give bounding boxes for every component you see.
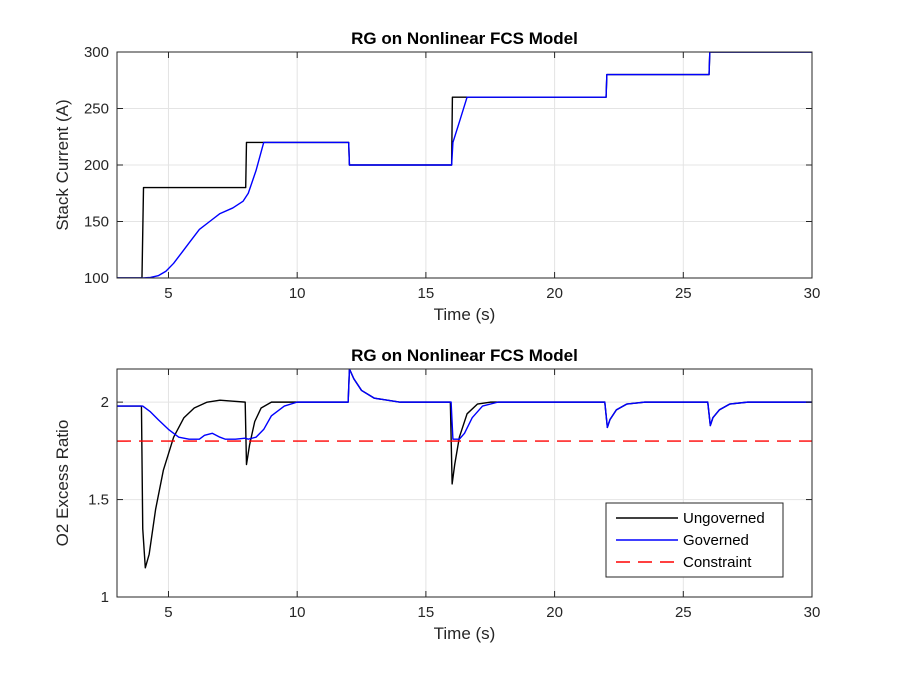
x-tick-label: 25 bbox=[675, 604, 692, 621]
x-tick-label: 15 bbox=[418, 604, 435, 621]
x-tick-label: 20 bbox=[546, 604, 563, 621]
chart-title: RG on Nonlinear FCS Model bbox=[351, 346, 578, 365]
y-axis-label: Stack Current (A) bbox=[53, 99, 72, 230]
legend: Ungoverned Governed Constraint bbox=[605, 502, 784, 578]
x-tick-label: 5 bbox=[164, 604, 172, 621]
y-tick-label: 300 bbox=[84, 44, 109, 61]
x-tick-label: 10 bbox=[289, 604, 306, 621]
y-tick-label: 2 bbox=[101, 394, 109, 411]
x-axis-label: Time (s) bbox=[434, 624, 496, 643]
chart-title: RG on Nonlinear FCS Model bbox=[351, 29, 578, 48]
legend-label-constraint: Constraint bbox=[683, 554, 752, 571]
tick-labels: 5 10 15 20 25 30 100 150 200 250 300 bbox=[84, 44, 820, 302]
x-tick-label: 30 bbox=[804, 604, 821, 621]
x-axis-label: Time (s) bbox=[434, 305, 496, 324]
y-tick-label: 250 bbox=[84, 101, 109, 118]
series-group bbox=[117, 369, 812, 569]
x-tick-label: 15 bbox=[418, 285, 435, 302]
series-group bbox=[117, 52, 812, 278]
y-axis-label: O2 Excess Ratio bbox=[53, 420, 72, 547]
legend-label-governed: Governed bbox=[683, 532, 749, 549]
tick-labels: 5 10 15 20 25 30 1 1.5 2 bbox=[88, 369, 820, 621]
series-line-governed bbox=[117, 369, 812, 440]
chart-bottom-o2-ratio: 5 10 15 20 25 30 1 1.5 2 RG on Nonlinear FCS Mod… bbox=[53, 346, 820, 643]
y-tick-label: 1.5 bbox=[88, 492, 109, 509]
y-tick-label: 150 bbox=[84, 214, 109, 231]
x-tick-label: 30 bbox=[804, 285, 821, 302]
x-tick-label: 10 bbox=[289, 285, 306, 302]
y-tick-label: 200 bbox=[84, 157, 109, 174]
x-tick-label: 20 bbox=[546, 285, 563, 302]
chart-top-stack-current: 5 10 15 20 25 30 100 150 200 250 300 RG on Nonline… bbox=[53, 29, 820, 324]
y-tick-label: 1 bbox=[101, 589, 109, 606]
axes-frame bbox=[116, 368, 813, 598]
legend-label-ungoverned: Ungoverned bbox=[683, 510, 765, 527]
y-tick-label: 100 bbox=[84, 270, 109, 287]
x-tick-label: 25 bbox=[675, 285, 692, 302]
series-line-governed bbox=[117, 52, 812, 278]
x-tick-label: 5 bbox=[164, 285, 172, 302]
